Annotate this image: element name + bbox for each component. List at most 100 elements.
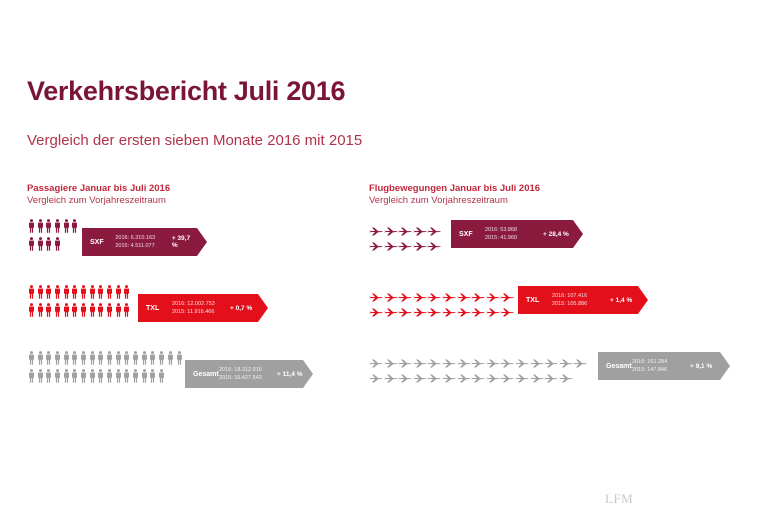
airplane-icon <box>412 238 428 251</box>
flight-icons-txl <box>369 289 515 319</box>
passengers-title: Passagiere Januar bis Juli 2016 <box>27 183 171 194</box>
airplane-icon <box>412 289 428 302</box>
change-percent: + 9,1 % <box>690 362 713 370</box>
airplane-icon <box>369 370 384 383</box>
person-icon <box>105 351 114 365</box>
airplane-icon <box>427 355 442 368</box>
airplane-icon <box>471 289 486 302</box>
person-icon <box>149 351 158 365</box>
airplane-icon <box>471 370 486 383</box>
person-icon <box>36 285 45 299</box>
person-icon <box>27 351 36 365</box>
flight-badge-sxf: SXF 2016: 53.868 2015: 41.960 + 28,4 % <box>451 220 583 248</box>
flight-badge-gesamt: Gesamt 2016: 161.284 2015: 147.846 + 9,1 … <box>598 352 730 380</box>
person-icon <box>36 351 45 365</box>
person-icon <box>62 285 71 299</box>
person-icon <box>70 351 79 365</box>
airplane-icon <box>369 304 384 317</box>
person-icon <box>114 285 123 299</box>
person-icon <box>105 369 114 383</box>
person-icon <box>27 369 36 383</box>
person-icon <box>62 351 71 365</box>
flight-icons-sxf <box>369 223 442 253</box>
person-icon <box>53 237 62 251</box>
passenger-badge-gesamt: Gesamt 2016: 18.312.916 2015: 16.427.543 … <box>185 360 313 388</box>
airplane-icon <box>383 355 399 368</box>
year-values: 2016: 6.310.163 2015: 4.511.077 <box>115 235 156 249</box>
person-icon <box>62 303 71 317</box>
person-icon <box>123 351 132 365</box>
person-icon <box>140 351 149 365</box>
person-icon <box>36 303 45 317</box>
airplane-icon <box>485 289 501 302</box>
person-icon <box>123 369 132 383</box>
person-icon <box>53 351 62 365</box>
person-icon <box>53 303 62 317</box>
year-values: 2016: 53.868 2015: 41.960 <box>485 227 518 241</box>
airplane-icon <box>500 355 515 368</box>
airplane-icon <box>500 304 515 317</box>
airplane-icon <box>441 355 457 368</box>
person-icon <box>44 285 53 299</box>
airplane-icon <box>529 370 545 383</box>
airplane-icon <box>427 370 442 383</box>
person-icon <box>97 303 106 317</box>
change-percent: + 0,7 % <box>230 304 253 312</box>
person-icon <box>175 351 184 365</box>
person-icon <box>53 219 62 233</box>
flight-icons-gesamt <box>369 355 588 385</box>
person-icon <box>88 285 97 299</box>
person-icon <box>123 285 132 299</box>
person-icon <box>88 303 97 317</box>
year-values: 2016: 107.416 2015: 105.886 <box>552 293 588 307</box>
person-icon <box>70 219 79 233</box>
person-icon <box>88 369 97 383</box>
airplane-icon <box>427 223 442 236</box>
flights-subtitle: Vergleich zum Vorjahreszeitraum <box>369 195 508 206</box>
airplane-icon <box>383 238 399 251</box>
airplane-icon <box>427 304 442 317</box>
airplane-icon <box>427 238 442 251</box>
arrow-tip <box>197 228 207 256</box>
person-icon <box>70 369 79 383</box>
person-icon <box>44 237 53 251</box>
passengers-header: Passagiere Januar bis Juli 2016 Vergleic… <box>27 183 170 206</box>
airplane-icon <box>529 355 545 368</box>
airplane-icon <box>369 238 384 251</box>
arrow-tip <box>638 286 648 314</box>
page-subtitle: Vergleich der ersten sieben Monate 2016 … <box>27 132 363 149</box>
airplane-icon <box>398 223 413 236</box>
arrow-tip <box>303 360 313 388</box>
airplane-icon <box>369 289 384 302</box>
change-percent: + 1,4 % <box>610 296 633 304</box>
airport-code: TXL <box>146 304 160 312</box>
person-icon <box>114 303 123 317</box>
person-icon <box>79 285 88 299</box>
airplane-icon <box>544 355 559 368</box>
airplane-icon <box>456 289 472 302</box>
airplane-icon <box>441 370 457 383</box>
airplane-icon <box>456 370 472 383</box>
passengers-subtitle: Vergleich zum Vorjahreszeitraum <box>27 195 166 206</box>
year-values: 2016: 12.002.753 2015: 11.916.466 <box>172 301 215 315</box>
airplane-icon <box>456 304 472 317</box>
airport-code: Gesamt <box>606 362 632 370</box>
airplane-icon <box>383 223 399 236</box>
passenger-icons-txl <box>27 285 131 321</box>
person-icon <box>131 369 140 383</box>
arrow-tip <box>573 220 583 248</box>
airport-code: SXF <box>459 230 473 238</box>
person-icon <box>36 369 45 383</box>
person-icon <box>36 219 45 233</box>
airplane-icon <box>383 304 399 317</box>
airplane-icon <box>369 223 384 236</box>
arrow-tip <box>258 294 268 322</box>
airplane-icon <box>471 355 486 368</box>
airplane-icon <box>383 289 399 302</box>
person-icon <box>79 369 88 383</box>
passenger-badge-txl: TXL 2016: 12.002.753 2015: 11.916.466 + 0… <box>138 294 268 322</box>
person-icon <box>123 303 132 317</box>
airplane-icon <box>485 304 501 317</box>
passenger-badge-sxf: SXF 2016: 6.310.163 2015: 4.511.077 + 39,… <box>82 228 207 256</box>
flights-header: Flugbewegungen Januar bis Juli 2016 Verg… <box>369 183 540 206</box>
